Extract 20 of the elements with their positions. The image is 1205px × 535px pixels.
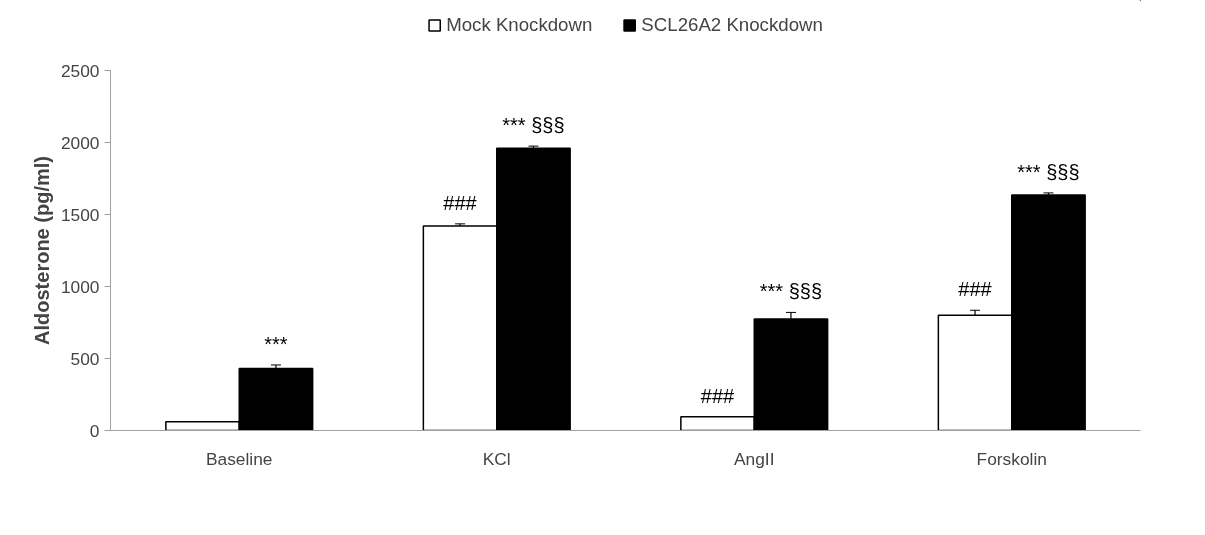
y-tick-label: 1500: [60, 204, 100, 225]
y-axis-title: Aldosterone (pg/ml): [30, 156, 53, 345]
x-tick-label: AngII: [734, 448, 775, 469]
annotation: ###: [443, 191, 478, 214]
legend-label: Mock Knockdown: [446, 14, 593, 36]
x-tick-label: Baseline: [206, 448, 273, 469]
annotation: ###: [700, 384, 736, 407]
y-tick-label: 2500: [60, 60, 100, 81]
legend-label: SCL26A2 Knockdown: [641, 14, 823, 36]
annotation: ***: [264, 332, 288, 355]
annotation: *** §§§: [759, 280, 823, 303]
annotation: ###: [958, 278, 993, 301]
y-tick-label: 0: [89, 420, 100, 441]
y-tick-label: 1000: [60, 276, 100, 297]
x-tick-label: Forskolin: [976, 448, 1047, 469]
y-tick-label: 500: [70, 348, 100, 369]
y-tick-label: 2000: [60, 132, 100, 153]
x-tick-label: KCl: [482, 448, 511, 469]
annotation: *** §§§: [1017, 160, 1080, 183]
annotation: *** §§§: [502, 114, 565, 137]
